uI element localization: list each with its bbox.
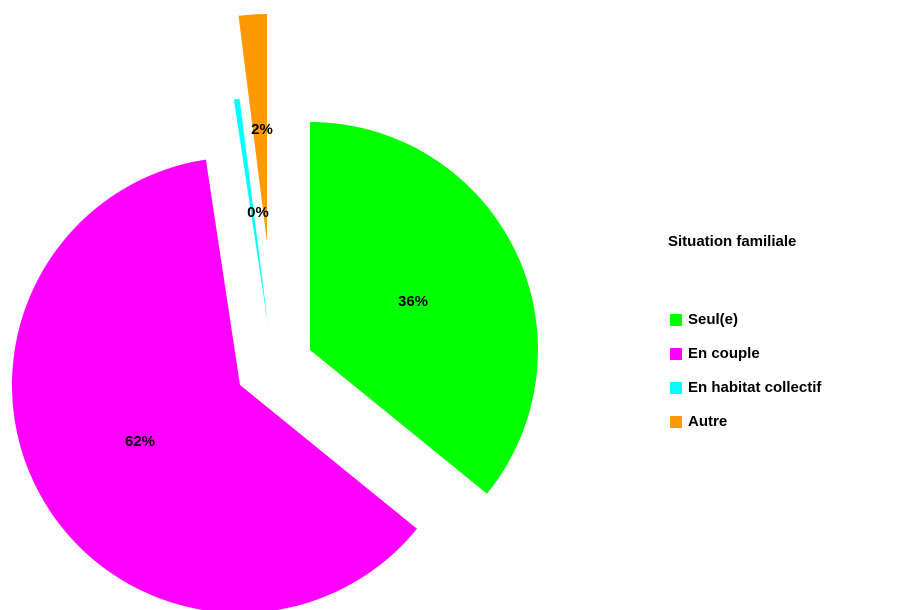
legend-swatch [670, 314, 682, 326]
legend-swatch [670, 382, 682, 394]
data-label: 0% [247, 204, 269, 221]
legend-label: Seul(e) [688, 311, 738, 328]
pie-slice [238, 14, 267, 242]
legend-swatch [670, 416, 682, 428]
pie-slice [12, 159, 417, 610]
data-label: 62% [125, 433, 155, 450]
legend-swatch [670, 348, 682, 360]
legend-title: Situation familiale [668, 233, 796, 250]
legend-label: En habitat collectif [688, 379, 822, 396]
pie-slice [233, 98, 268, 325]
legend-label: Autre [688, 413, 727, 430]
pie-slice [310, 122, 538, 494]
legend-label: En couple [688, 345, 760, 362]
data-label: 36% [398, 293, 428, 310]
data-label: 2% [251, 121, 273, 138]
